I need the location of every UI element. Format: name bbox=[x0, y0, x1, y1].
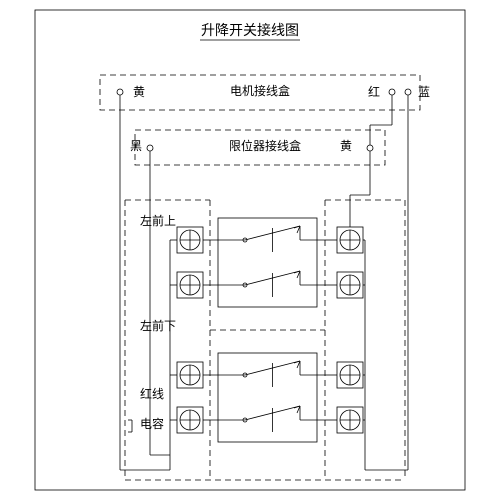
motor-term-blue-label: 蓝 bbox=[418, 85, 430, 99]
label-lqd: 左前下 bbox=[140, 318, 176, 333]
label-red: 红线 bbox=[140, 386, 164, 401]
motor-term-red-label: 红 bbox=[368, 84, 380, 99]
label-cap: 电容 bbox=[140, 416, 164, 431]
motor-term-yellow-label: 黄 bbox=[133, 85, 145, 99]
limit-box-label: 限位器接线盒 bbox=[229, 138, 301, 153]
motor-box-label: 电机接线盒 bbox=[230, 83, 290, 98]
label-lqu: 左前上 bbox=[140, 213, 176, 228]
wiring-diagram: 升降开关接线图电机接线盒黄红蓝限位器接线盒黑黄左前上左前下红线电容 bbox=[0, 0, 500, 500]
limit-term-black-label: 黑 bbox=[130, 139, 142, 153]
limit-term-yellow-label: 黄 bbox=[340, 139, 352, 153]
diagram-title: 升降开关接线图 bbox=[201, 22, 299, 39]
